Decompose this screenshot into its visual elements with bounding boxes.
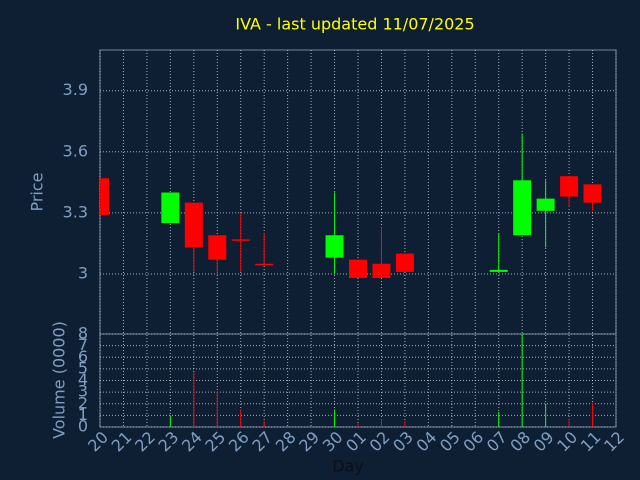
- y-axis-label: Price: [28, 172, 47, 211]
- volume-tick-label: 7: [78, 335, 88, 354]
- candle-body: [184, 202, 203, 248]
- candle-body: [583, 184, 602, 203]
- candle-body: [161, 192, 180, 224]
- candle-body: [395, 253, 414, 272]
- volume-axis-label: Volume (0000): [50, 321, 69, 439]
- y-tick-label: 3.3: [63, 202, 88, 221]
- candle-body: [231, 239, 250, 241]
- volume-tick-label: 4: [78, 370, 88, 389]
- y-tick-label: 3.6: [63, 141, 88, 160]
- chart-title: IVA - last updated 11/07/2025: [235, 15, 474, 34]
- volume-panel: [169, 334, 594, 427]
- volume-tick-label: 0: [78, 417, 88, 436]
- candle-body: [349, 259, 367, 279]
- volume-tick-label: 1: [78, 405, 88, 424]
- volume-tick-label: 8: [78, 324, 88, 343]
- candle-body: [489, 269, 508, 272]
- volume-tick-label: 5: [78, 358, 88, 377]
- y-tick-label: 3.9: [63, 80, 88, 99]
- x-axis-label: Day: [332, 457, 364, 476]
- candle-body: [372, 263, 391, 279]
- candle-body: [208, 235, 227, 260]
- volume-tick-label: 6: [78, 347, 88, 366]
- volume-tick-label: 2: [78, 393, 88, 412]
- y-tick-label: 3: [78, 263, 88, 282]
- candle-body: [513, 180, 532, 236]
- price-panel: [100, 133, 602, 279]
- candle-body: [560, 176, 579, 197]
- volume-tick-label: 3: [78, 382, 88, 401]
- candle-body: [325, 235, 344, 258]
- candle-body: [100, 178, 109, 215]
- candle-body: [536, 198, 555, 211]
- candle-body: [255, 263, 274, 266]
